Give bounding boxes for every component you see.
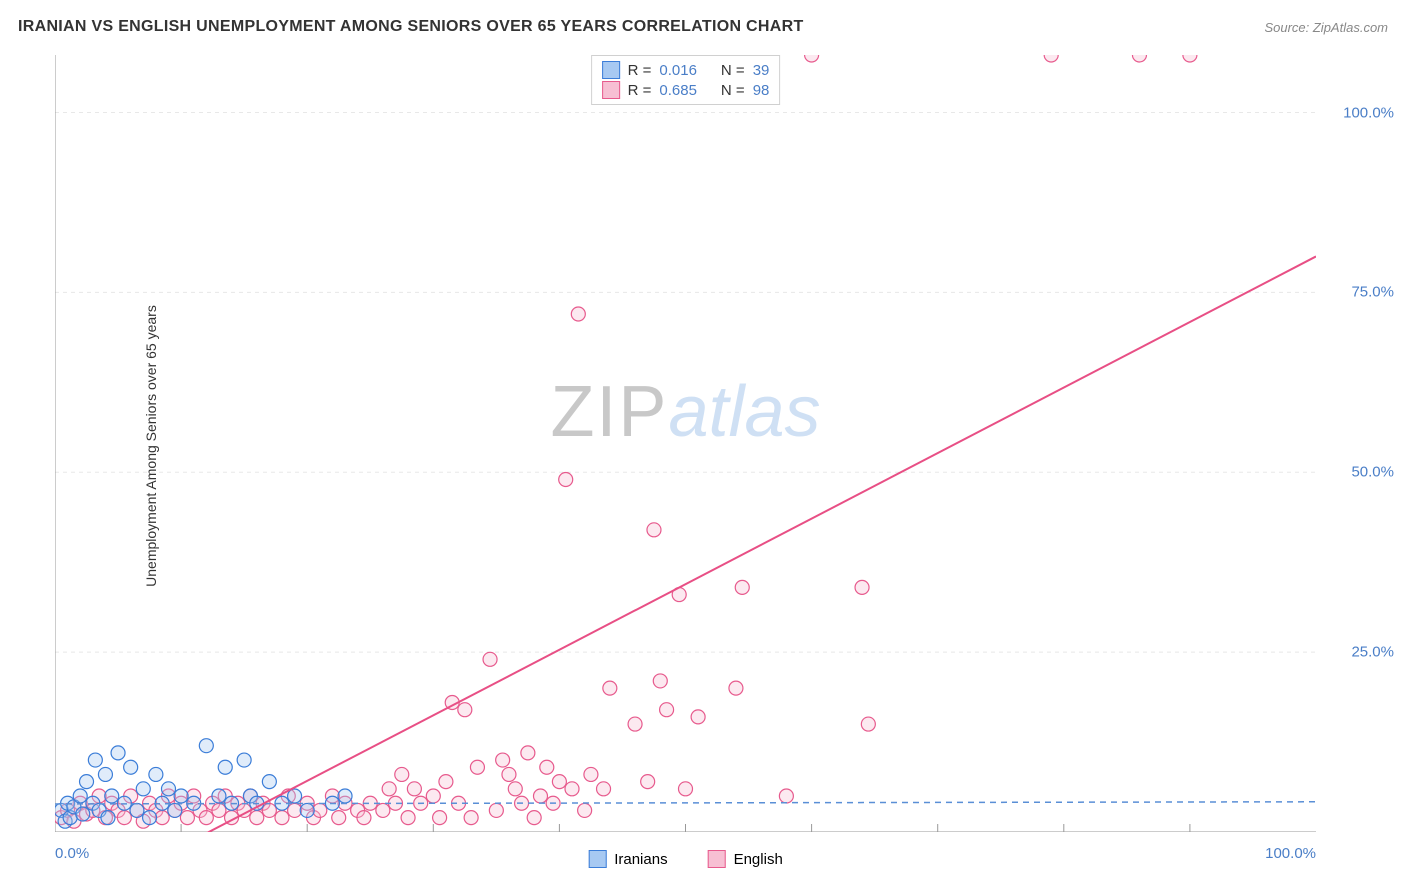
y-tick-label: 100.0% xyxy=(1343,104,1394,121)
legend-label-english: English xyxy=(734,851,783,868)
legend-row-iranians: R = 0.016 N = 39 xyxy=(602,60,770,80)
swatch-iranians-icon xyxy=(602,61,620,79)
y-tick-label: 25.0% xyxy=(1351,644,1394,661)
y-tick-label: 50.0% xyxy=(1351,464,1394,481)
source-credit: Source: ZipAtlas.com xyxy=(1264,20,1388,35)
r-value-iranians: 0.016 xyxy=(659,62,697,79)
chart-title: IRANIAN VS ENGLISH UNEMPLOYMENT AMONG SE… xyxy=(18,18,804,36)
swatch-english-icon xyxy=(708,850,726,868)
plot-area: R = 0.016 N = 39 R = 0.685 N = 98 ZIPatl… xyxy=(55,55,1316,832)
correlation-legend: R = 0.016 N = 39 R = 0.685 N = 98 xyxy=(591,55,781,105)
y-tick-label: 75.0% xyxy=(1351,284,1394,301)
swatch-english-icon xyxy=(602,81,620,99)
legend-label-iranians: Iranians xyxy=(614,851,667,868)
legend-item-english: English xyxy=(708,850,783,868)
r-label: R = xyxy=(628,82,652,99)
n-label: N = xyxy=(721,82,745,99)
r-value-english: 0.685 xyxy=(659,82,697,99)
swatch-iranians-icon xyxy=(588,850,606,868)
scatter-plot-svg xyxy=(55,55,1316,832)
x-tick-label: 100.0% xyxy=(1265,845,1316,862)
r-label: R = xyxy=(628,62,652,79)
legend-row-english: R = 0.685 N = 98 xyxy=(602,80,770,100)
series-legend: Iranians English xyxy=(578,848,793,870)
n-value-iranians: 39 xyxy=(753,62,770,79)
n-value-english: 98 xyxy=(753,82,770,99)
x-tick-label: 0.0% xyxy=(55,845,89,862)
legend-item-iranians: Iranians xyxy=(588,850,667,868)
chart-header: IRANIAN VS ENGLISH UNEMPLOYMENT AMONG SE… xyxy=(18,18,1388,36)
n-label: N = xyxy=(721,62,745,79)
